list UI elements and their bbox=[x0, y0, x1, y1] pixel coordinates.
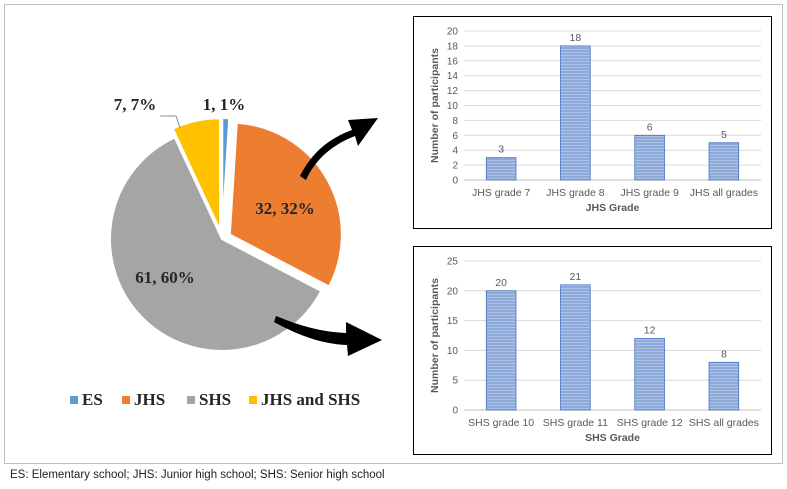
shs-xtick-label-shs-grade-10: SHS grade 10 bbox=[468, 417, 534, 429]
shs-bar-shs-grade-10 bbox=[485, 290, 517, 411]
jhs-xtick-label-jhs-grade-8: JHS grade 8 bbox=[546, 187, 605, 199]
shs-bar-shs-grade-12 bbox=[634, 338, 665, 411]
jhs-bar-chart: 0 2 4 6 8 10 12 14 16 18 20 3 JHS grade 7 18 JHS grade… bbox=[429, 27, 761, 214]
pie-data-label-shs: 61, 60% bbox=[135, 268, 195, 287]
jhs-ytick-label: 14 bbox=[447, 71, 459, 82]
jhs-ytick-label: 0 bbox=[452, 176, 458, 187]
legend-label-jhs-and-shs: JHS and SHS bbox=[261, 390, 360, 409]
jhs-ytick-label: 2 bbox=[452, 161, 458, 172]
shs-data-label-shs-grade-12: 12 bbox=[644, 324, 656, 336]
jhs-ytick-label: 10 bbox=[447, 101, 459, 112]
shs-ytick-label: 15 bbox=[447, 316, 459, 327]
jhs-ytick-label: 12 bbox=[447, 86, 459, 97]
legend-swatch-jhs-and-shs bbox=[249, 396, 257, 404]
shs-data-label-shs-grade-10: 20 bbox=[495, 277, 507, 289]
pie-data-label-es: 1, 1% bbox=[203, 95, 246, 114]
shs-y-axis-title: Number of participants bbox=[429, 278, 441, 393]
shs-bar-chart: 0 5 10 15 20 25 20 SHS grade 10 21 SHS grade 11 12… bbox=[429, 257, 761, 444]
jhs-ytick-label: 6 bbox=[452, 131, 458, 142]
shs-x-axis-title: SHS Grade bbox=[585, 432, 640, 444]
pie-leader-line bbox=[160, 115, 181, 129]
jhs-bar-jhs-all-grades bbox=[708, 142, 740, 181]
shs-data-label-shs-grade-11: 21 bbox=[570, 271, 582, 283]
jhs-data-label-jhs-grade-8: 18 bbox=[570, 32, 582, 44]
shs-ytick-label: 0 bbox=[452, 406, 458, 417]
footnote: ES: Elementary school; JHS: Junior high … bbox=[10, 469, 385, 481]
pie-data-label-jhs: 32, 32% bbox=[255, 199, 315, 218]
shs-ytick-label: 10 bbox=[447, 346, 459, 357]
shs-xtick-label-shs-grade-11: SHS grade 11 bbox=[543, 417, 608, 429]
shs-ytick-label: 20 bbox=[447, 286, 459, 297]
jhs-bar-jhs-grade-9 bbox=[634, 134, 665, 181]
legend-label-es: ES bbox=[82, 390, 103, 409]
legend-swatch-shs bbox=[187, 396, 195, 404]
pie-chart: 1, 1% 32, 32% 61, 60% 7, 7% ES JHS SHS JHS and … bbox=[70, 95, 360, 409]
jhs-ytick-label: 8 bbox=[452, 116, 458, 127]
jhs-bar-jhs-grade-7 bbox=[485, 157, 517, 181]
jhs-xtick-label-jhs-all-grades: JHS all grades bbox=[690, 187, 758, 199]
legend-label-jhs: JHS bbox=[134, 390, 165, 409]
legend-swatch-jhs bbox=[122, 396, 130, 404]
jhs-xtick-label-jhs-grade-9: JHS grade 9 bbox=[620, 187, 679, 199]
shs-data-label-shs-all-grades: 8 bbox=[721, 348, 727, 360]
jhs-ytick-label: 20 bbox=[447, 27, 459, 38]
legend-swatch-es bbox=[70, 396, 78, 404]
pie-slice-es bbox=[221, 117, 231, 231]
shs-chart-panel: 0 5 10 15 20 25 20 SHS grade 10 21 SHS grade 11 12… bbox=[413, 246, 772, 455]
shs-bar-shs-grade-11 bbox=[560, 284, 591, 411]
jhs-data-label-jhs-grade-9: 6 bbox=[647, 121, 653, 133]
shs-bar-shs-all-grades bbox=[708, 361, 740, 411]
shs-xtick-label-shs-all-grades: SHS all grades bbox=[689, 417, 759, 429]
shs-ytick-label: 5 bbox=[452, 376, 458, 387]
jhs-data-label-jhs-grade-7: 3 bbox=[498, 144, 504, 156]
jhs-data-label-jhs-all-grades: 5 bbox=[721, 129, 727, 141]
jhs-ytick-label: 4 bbox=[452, 146, 458, 157]
jhs-bar-jhs-grade-8 bbox=[560, 45, 591, 181]
shs-xtick-label-shs-grade-12: SHS grade 12 bbox=[617, 417, 683, 429]
jhs-ytick-label: 18 bbox=[447, 41, 459, 52]
legend-label-shs: SHS bbox=[199, 390, 231, 409]
pie-data-label-jhs-and-shs: 7, 7% bbox=[114, 95, 157, 114]
jhs-ytick-label: 16 bbox=[447, 56, 459, 67]
pie-slice-jhs-and-shs bbox=[171, 117, 222, 231]
jhs-chart-panel: 0 2 4 6 8 10 12 14 16 18 20 3 JHS grade 7 18 JHS grade… bbox=[413, 16, 772, 229]
jhs-x-axis-title: JHS Grade bbox=[586, 202, 640, 214]
shs-ytick-label: 25 bbox=[447, 257, 459, 268]
jhs-xtick-label-jhs-grade-7: JHS grade 7 bbox=[472, 187, 531, 199]
jhs-y-axis-title: Number of participants bbox=[429, 48, 441, 163]
